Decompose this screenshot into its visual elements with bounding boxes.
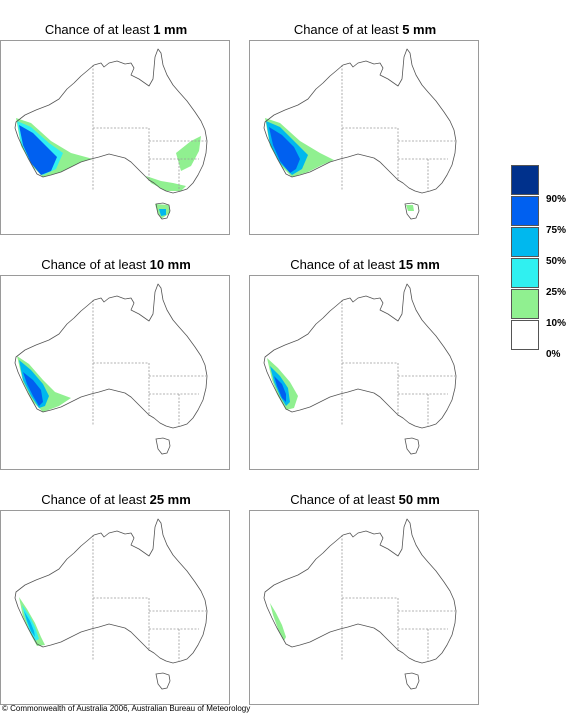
legend-swatch-50 — [511, 227, 539, 257]
map-panel-10mm — [0, 275, 230, 470]
australia-landmass — [264, 519, 456, 663]
probability-legend: 90% 75% 50% 25% 10% 0% — [511, 165, 566, 360]
rainfall-probability-region — [270, 603, 286, 641]
panel-title-amount: 5 mm — [402, 22, 437, 37]
copyright-notice: © Commonwealth of Australia 2006, Austra… — [2, 704, 251, 713]
panel-title-amount: 1 mm — [153, 22, 188, 37]
coastline — [14, 48, 208, 194]
map-panel-15mm — [249, 275, 479, 470]
australia-landmass — [264, 284, 456, 428]
tasmania-coastline — [404, 437, 420, 455]
rainfall-probability-region — [19, 125, 57, 175]
map-panel-5mm — [249, 40, 479, 235]
rainfall-probability-region — [406, 205, 414, 211]
tasmania-coastline — [404, 672, 420, 690]
panel-title-prefix: Chance of at least — [41, 257, 150, 272]
legend-swatch-0 — [511, 320, 539, 350]
panel-title-prefix: Chance of at least — [41, 492, 150, 507]
coastline — [263, 283, 457, 429]
tasmania-coastline — [155, 672, 171, 690]
rainfall-probability-region — [159, 209, 166, 216]
legend-label-0: 0% — [546, 349, 561, 360]
legend-swatch-90 — [511, 165, 539, 195]
panel-title-15mm: Chance of at least 15 mm — [249, 257, 481, 273]
panel-title-amount: 10 mm — [149, 257, 191, 272]
tasmania-landmass — [156, 673, 170, 689]
coastline — [14, 518, 208, 664]
panel-title-1mm: Chance of at least 1 mm — [0, 22, 232, 38]
rainfall-probability-region — [24, 611, 35, 637]
rainfall-probability-region — [269, 127, 300, 173]
panel-title-prefix: Chance of at least — [290, 257, 399, 272]
tasmania-coastline — [404, 202, 420, 220]
australia-map-15mm — [263, 283, 457, 455]
coastline — [263, 518, 457, 664]
legend-swatch-75 — [511, 196, 539, 226]
australia-map-1mm — [14, 48, 208, 220]
panel-title-prefix: Chance of at least — [44, 22, 154, 37]
tasmania-landmass — [405, 438, 419, 454]
panel-title-10mm: Chance of at least 10 mm — [0, 257, 232, 273]
map-panel-1mm — [0, 40, 230, 235]
panel-title-5mm: Chance of at least 5 mm — [249, 22, 481, 38]
rainfall-probability-region — [274, 376, 286, 402]
australia-map-50mm — [263, 518, 457, 690]
australia-landmass — [15, 519, 207, 663]
map-panel-50mm — [249, 510, 479, 705]
panel-title-amount: 15 mm — [398, 257, 440, 272]
panel-title-amount: 25 mm — [149, 492, 191, 507]
australia-map-10mm — [14, 283, 208, 455]
legend-swatch-25 — [511, 258, 539, 288]
panel-title-25mm: Chance of at least 25 mm — [0, 492, 232, 508]
coastline — [14, 283, 208, 429]
tasmania-coastline — [155, 202, 171, 220]
panel-title-prefix: Chance of at least — [293, 22, 403, 37]
tasmania-landmass — [405, 673, 419, 689]
panel-title-50mm: Chance of at least 50 mm — [249, 492, 481, 508]
australia-map-25mm — [14, 518, 208, 690]
legend-label-25: 25% — [546, 287, 567, 298]
australia-map-5mm — [263, 48, 457, 220]
tasmania-landmass — [156, 438, 170, 454]
legend-label-90: 90% — [546, 194, 567, 205]
panel-title-prefix: Chance of at least — [290, 492, 399, 507]
coastline — [263, 48, 457, 194]
rainfall-probability-region — [23, 372, 43, 406]
australia-landmass — [15, 284, 207, 428]
rainfall-probability-region — [176, 136, 201, 171]
legend-swatch-10 — [511, 289, 539, 319]
legend-label-10: 10% — [546, 318, 567, 329]
panel-title-amount: 50 mm — [398, 492, 440, 507]
legend-label-50: 50% — [546, 256, 567, 267]
map-panel-25mm — [0, 510, 230, 705]
tasmania-coastline — [155, 437, 171, 455]
legend-label-75: 75% — [546, 225, 567, 236]
rainfall-probability-region — [146, 176, 186, 191]
